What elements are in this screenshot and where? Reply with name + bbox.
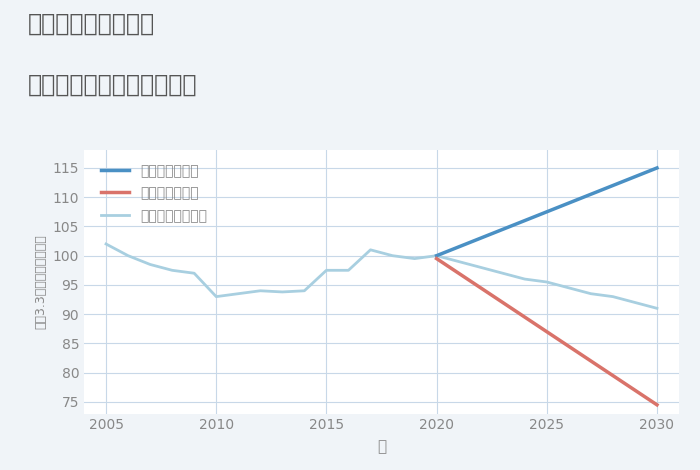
Line: バッドシナリオ: バッドシナリオ <box>437 258 657 405</box>
ノーマルシナリオ <box>256 288 265 294</box>
ノーマルシナリオ <box>565 285 573 290</box>
Line: ノーマルシナリオ: ノーマルシナリオ <box>106 244 657 308</box>
グッドシナリオ <box>631 174 639 180</box>
バッドシナリオ <box>521 314 529 320</box>
グッドシナリオ <box>609 183 617 188</box>
バッドシナリオ <box>631 387 639 393</box>
ノーマルシナリオ <box>410 256 419 261</box>
グッドシナリオ <box>454 244 463 250</box>
グッドシナリオ <box>587 191 595 197</box>
ノーマルシナリオ <box>653 306 662 311</box>
グッドシナリオ <box>477 235 485 241</box>
ノーマルシナリオ <box>278 289 286 295</box>
ノーマルシナリオ <box>234 291 242 297</box>
ノーマルシナリオ <box>212 294 220 299</box>
グッドシナリオ <box>521 218 529 223</box>
ノーマルシナリオ <box>124 253 132 258</box>
Text: 中古マンションの価格推移: 中古マンションの価格推移 <box>28 73 197 97</box>
バッドシナリオ <box>477 285 485 290</box>
バッドシナリオ <box>542 329 551 335</box>
ノーマルシナリオ <box>477 265 485 270</box>
バッドシナリオ <box>587 358 595 364</box>
グッドシナリオ <box>542 209 551 215</box>
ノーマルシナリオ <box>146 262 154 267</box>
Text: 三重県伊賀市川東の: 三重県伊賀市川東の <box>28 12 155 36</box>
ノーマルシナリオ <box>521 276 529 282</box>
ノーマルシナリオ <box>366 247 375 253</box>
ノーマルシナリオ <box>542 279 551 285</box>
Line: グッドシナリオ: グッドシナリオ <box>437 168 657 256</box>
バッドシナリオ <box>454 270 463 276</box>
ノーマルシナリオ <box>433 253 441 258</box>
ノーマルシナリオ <box>102 241 110 247</box>
ノーマルシナリオ <box>631 300 639 306</box>
ノーマルシナリオ <box>344 267 353 273</box>
グッドシナリオ <box>498 227 507 232</box>
ノーマルシナリオ <box>389 253 397 258</box>
Y-axis label: 坪（3.3㎡）単価（万円）: 坪（3.3㎡）単価（万円） <box>34 235 47 329</box>
Legend: グッドシナリオ, バッドシナリオ, ノーマルシナリオ: グッドシナリオ, バッドシナリオ, ノーマルシナリオ <box>97 160 211 227</box>
グッドシナリオ <box>433 253 441 258</box>
グッドシナリオ <box>565 200 573 206</box>
ノーマルシナリオ <box>498 270 507 276</box>
ノーマルシナリオ <box>587 291 595 297</box>
バッドシナリオ <box>653 402 662 407</box>
X-axis label: 年: 年 <box>377 439 386 454</box>
ノーマルシナリオ <box>300 288 309 294</box>
ノーマルシナリオ <box>190 270 198 276</box>
ノーマルシナリオ <box>609 294 617 299</box>
ノーマルシナリオ <box>322 267 330 273</box>
バッドシナリオ <box>433 256 441 261</box>
ノーマルシナリオ <box>454 258 463 264</box>
グッドシナリオ <box>653 165 662 171</box>
ノーマルシナリオ <box>168 267 176 273</box>
バッドシナリオ <box>609 373 617 378</box>
バッドシナリオ <box>498 300 507 306</box>
バッドシナリオ <box>565 344 573 349</box>
